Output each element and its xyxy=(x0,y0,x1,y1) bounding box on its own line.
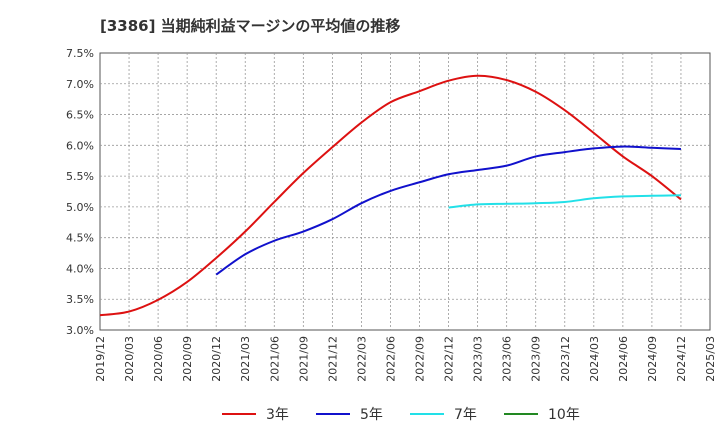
y-tick-label: 7.5% xyxy=(66,47,94,60)
y-tick-label: 6.5% xyxy=(66,109,94,122)
x-tick-label: 2022/06 xyxy=(384,336,397,382)
legend-label-2: 5年 xyxy=(360,407,383,423)
chart-title: [3386] 当期純利益マージンの平均値の推移 xyxy=(100,17,400,35)
y-tick-label: 5.5% xyxy=(66,170,94,183)
x-tick-label: 2025/03 xyxy=(704,336,717,382)
x-tick-label: 2022/09 xyxy=(414,336,427,382)
legend-label-4: 10年 xyxy=(548,407,580,423)
y-tick-label: 4.5% xyxy=(66,232,94,245)
y-tick-label: 3.0% xyxy=(66,324,94,337)
x-tick-label: 2024/03 xyxy=(588,336,601,382)
x-tick-label: 2020/06 xyxy=(152,336,165,382)
legend-label-3: 7年 xyxy=(454,407,477,423)
x-tick-label: 2020/12 xyxy=(210,336,223,382)
x-tick-label: 2024/09 xyxy=(646,336,659,382)
y-tick-label: 3.5% xyxy=(66,293,94,306)
x-tick-label: 2024/12 xyxy=(675,336,688,382)
x-tick-label: 2021/06 xyxy=(268,336,281,382)
x-tick-label: 2023/03 xyxy=(472,336,485,382)
series-line-1 xyxy=(99,74,682,317)
x-tick-label: 2021/12 xyxy=(326,336,339,382)
y-tick-label: 4.0% xyxy=(66,262,94,275)
series-line-2 xyxy=(215,145,681,276)
x-tick-label: 2023/06 xyxy=(501,336,514,382)
x-tick-label: 2024/06 xyxy=(617,336,630,382)
plot-frame xyxy=(99,52,711,331)
x-tick-label: 2020/03 xyxy=(123,336,136,382)
x-tick-label: 2023/09 xyxy=(530,336,543,382)
plot-area: 2019/12 2020/03 2020/06 2020/09 2020/12 2021/… xyxy=(66,47,717,382)
x-tick-label: 2021/03 xyxy=(239,336,252,382)
series-line-3 xyxy=(448,194,681,209)
legend: 3年 5年 7年 10年 xyxy=(222,407,580,423)
y-tick-label: 6.0% xyxy=(66,139,94,152)
x-tick-label: 2022/12 xyxy=(443,336,456,382)
x-tick-label: 2021/09 xyxy=(297,336,310,382)
x-tick-label: 2023/12 xyxy=(559,336,572,382)
y-tick-label: 7.0% xyxy=(66,78,94,91)
y-tick-label: 5.0% xyxy=(66,201,94,214)
x-tick-label: 2022/03 xyxy=(355,336,368,382)
x-tick-label: 2019/12 xyxy=(94,336,107,382)
x-tick-label: 2020/09 xyxy=(181,336,194,382)
legend-label-1: 3年 xyxy=(266,407,289,423)
